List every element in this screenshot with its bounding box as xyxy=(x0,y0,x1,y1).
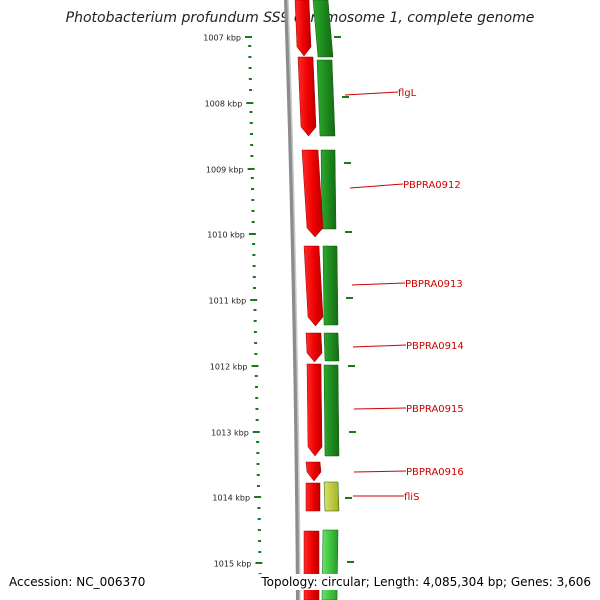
gene-leader-line xyxy=(353,407,407,410)
scale-label: 1009 kbp xyxy=(206,166,244,175)
forward-gene-arrow xyxy=(305,461,322,482)
forward-gene-arrow xyxy=(305,332,323,363)
forward-gene-block xyxy=(305,482,321,512)
reverse-gene-bar xyxy=(312,0,334,58)
reverse-gene-bar xyxy=(316,59,336,137)
gene-leader-line xyxy=(349,183,404,189)
gene-labels: flgL PBPRA0912 PBPRA0913 PBPRA0914 PBPRA0915… xyxy=(344,88,464,503)
scale-label: 1015 kbp xyxy=(214,560,252,569)
gene-features xyxy=(294,0,340,600)
accession-text: Accession: NC_006370 xyxy=(7,574,148,590)
scale-ticks xyxy=(245,36,356,586)
scale-label: 1010 kbp xyxy=(207,231,245,240)
reverse-gene-bar xyxy=(322,245,339,326)
gene-label: fliS xyxy=(404,492,419,503)
forward-gene-arrow xyxy=(301,149,324,238)
backbone-highlight xyxy=(287,0,301,600)
reverse-gene-bar xyxy=(323,481,340,512)
forward-gene-arrow xyxy=(306,363,323,457)
reverse-gene-bar xyxy=(320,149,337,230)
gene-label: PBPRA0915 xyxy=(406,404,464,415)
gene-label: PBPRA0912 xyxy=(403,180,461,191)
gene-label: PBPRA0913 xyxy=(405,279,463,290)
gene-leader-line xyxy=(352,344,407,348)
scale-label: 1008 kbp xyxy=(205,100,243,109)
gene-label: PBPRA0914 xyxy=(406,341,464,352)
scale-label: 1011 kbp xyxy=(208,297,246,306)
forward-gene-arrow xyxy=(303,245,324,327)
chromosome-backbone xyxy=(284,0,301,600)
gene-leader-line xyxy=(351,282,406,286)
gene-label: PBPRA0916 xyxy=(406,467,464,478)
forward-gene-arrow xyxy=(294,0,312,57)
gene-leader-line xyxy=(353,470,407,473)
gene-leader-line xyxy=(344,91,399,96)
scale-label: 1014 kbp xyxy=(212,494,250,503)
forward-gene-arrow xyxy=(297,56,317,137)
scale-label: 1007 kbp xyxy=(203,34,241,43)
scale-labels: 1007 kbp 1008 kbp 1009 kbp 1010 kbp 1011 kbp… xyxy=(203,34,251,569)
reverse-gene-bar xyxy=(323,364,340,457)
summary-text: Topology: circular; Length: 4,085,304 bp… xyxy=(259,574,593,590)
backbone-line xyxy=(284,0,300,600)
scale-label: 1012 kbp xyxy=(210,363,248,372)
reverse-gene-bar xyxy=(323,332,340,362)
gene-label: flgL xyxy=(398,88,417,99)
scale-label: 1013 kbp xyxy=(211,429,249,438)
